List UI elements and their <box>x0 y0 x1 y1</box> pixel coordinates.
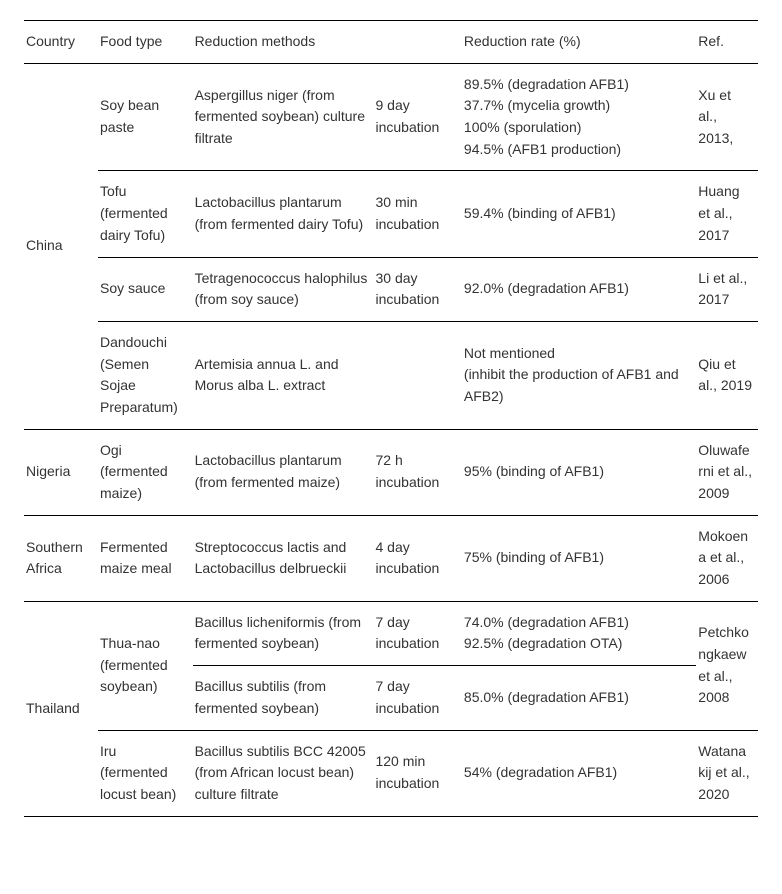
cell-rate: 75% (binding of AFB1) <box>462 515 696 601</box>
cell-method-a: Streptococcus lactis and Lactobacillus d… <box>193 515 374 601</box>
cell-food: Iru (fermented locust bean) <box>98 730 193 816</box>
cell-food: Soy sauce <box>98 257 193 321</box>
cell-method-a: Lactobacillus plantarum (from fermented … <box>193 429 374 515</box>
cell-method-b: 72 h incubation <box>373 429 461 515</box>
cell-method-a: Tetragenococcus halophilus (from soy sau… <box>193 257 374 321</box>
cell-method-a: Bacillus licheniformis (from fermented s… <box>193 601 374 665</box>
cell-food: Fermented maize meal <box>98 515 193 601</box>
cell-country: Southern Africa <box>24 515 98 601</box>
cell-ref: Oluwaferni et al., 2009 <box>696 429 758 515</box>
cell-ref: Mokoena et al., 2006 <box>696 515 758 601</box>
cell-method-a: Aspergillus niger (from fermented soybea… <box>193 63 374 171</box>
cell-method-b: 7 day incubation <box>373 601 461 665</box>
col-food: Food type <box>98 21 193 64</box>
cell-ref: Watanakij et al., 2020 <box>696 730 758 816</box>
cell-method-a: Bacillus subtilis (from fermented soybea… <box>193 666 374 730</box>
cell-method-b: 9 day incubation <box>373 63 461 171</box>
cell-ref: Qiu et al., 2019 <box>696 321 758 429</box>
col-country: Country <box>24 21 98 64</box>
cell-rate: 95% (binding of AFB1) <box>462 429 696 515</box>
cell-rate: 92.0% (degradation AFB1) <box>462 257 696 321</box>
cell-rate: 89.5% (degradation AFB1)37.7% (mycelia g… <box>462 63 696 171</box>
cell-rate: 85.0% (degradation AFB1) <box>462 666 696 730</box>
table-row: China Soy bean paste Aspergillus niger (… <box>24 63 758 171</box>
col-methods: Reduction methods <box>193 21 462 64</box>
reduction-table: Country Food type Reduction methods Redu… <box>24 20 758 817</box>
cell-food: Tofu (fermented dairy Tofu) <box>98 171 193 257</box>
cell-ref: Li et al., 2017 <box>696 257 758 321</box>
cell-country: China <box>24 63 98 429</box>
cell-rate: 59.4% (binding of AFB1) <box>462 171 696 257</box>
table-row: Dandouchi (Semen Sojae Preparatum) Artem… <box>24 321 758 429</box>
cell-food: Thua-nao (fermented soybean) <box>98 601 193 730</box>
cell-food: Ogi (fermented maize) <box>98 429 193 515</box>
cell-ref: Huang et al., 2017 <box>696 171 758 257</box>
col-ref: Ref. <box>696 21 758 64</box>
cell-method-a: Bacillus subtilis BCC 42005 (from Africa… <box>193 730 374 816</box>
cell-food: Soy bean paste <box>98 63 193 171</box>
table-header-row: Country Food type Reduction methods Redu… <box>24 21 758 64</box>
table-row: Thailand Thua-nao (fermented soybean) Ba… <box>24 601 758 665</box>
table-row: Iru (fermented locust bean) Bacillus sub… <box>24 730 758 816</box>
cell-rate: Not mentioned(inhibit the production of … <box>462 321 696 429</box>
table-row: Soy sauce Tetragenococcus halophilus (fr… <box>24 257 758 321</box>
cell-country: Thailand <box>24 601 98 816</box>
cell-country: Nigeria <box>24 429 98 515</box>
cell-method-a: Lactobacillus plantarum (from fermented … <box>193 171 374 257</box>
table-row: Southern Africa Fermented maize meal Str… <box>24 515 758 601</box>
table-row: Nigeria Ogi (fermented maize) Lactobacil… <box>24 429 758 515</box>
cell-ref: Petchkongkaew et al., 2008 <box>696 601 758 730</box>
cell-method-b: 4 day incubation <box>373 515 461 601</box>
col-rate: Reduction rate (%) <box>462 21 696 64</box>
cell-method-b <box>373 321 461 429</box>
cell-method-b: 30 day incubation <box>373 257 461 321</box>
cell-method-b: 120 min incubation <box>373 730 461 816</box>
table-row: Tofu (fermented dairy Tofu) Lactobacillu… <box>24 171 758 257</box>
cell-ref: Xu et al., 2013, <box>696 63 758 171</box>
cell-rate: 74.0% (degradation AFB1)92.5% (degradati… <box>462 601 696 665</box>
cell-food: Dandouchi (Semen Sojae Preparatum) <box>98 321 193 429</box>
cell-method-b: 7 day incubation <box>373 666 461 730</box>
cell-method-a: Artemisia annua L. and Morus alba L. ext… <box>193 321 374 429</box>
cell-rate: 54% (degradation AFB1) <box>462 730 696 816</box>
cell-method-b: 30 min incubation <box>373 171 461 257</box>
